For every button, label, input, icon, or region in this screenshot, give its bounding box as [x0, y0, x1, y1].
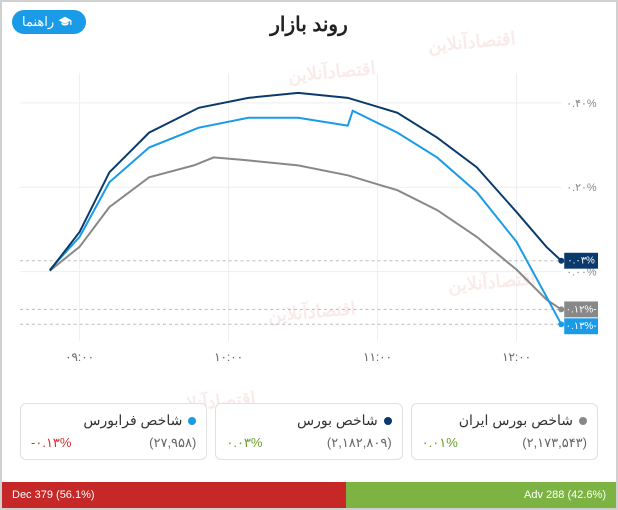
legend-label: شاخص بورس ایران: [459, 412, 573, 429]
x-tick-label: ۰۹:۰۰: [65, 350, 94, 364]
breadth-dec-label: Dec 379 (56.1%): [12, 489, 95, 501]
legend-pct: -۰.۱۳%: [31, 435, 71, 451]
end-dot: [558, 258, 564, 264]
legend-dot-icon: [188, 417, 196, 425]
end-marker-label: ۰.۱۲%-: [566, 304, 597, 315]
series-farabors: [50, 157, 561, 309]
legend-label: شاخص بورس: [297, 412, 378, 429]
legend-label: شاخص فرابورس: [83, 412, 182, 429]
end-marker-label: ۰.۰۳%: [567, 256, 595, 267]
x-tick-label: ۱۱:۰۰: [363, 350, 392, 364]
x-tick-label: ۱۲:۰۰: [502, 350, 531, 364]
breadth-dec: Dec 379 (56.1%): [2, 482, 346, 508]
chart-svg: ۰.۴۰% ۰.۲۰% ۰.۰۰% ۰۹:۰۰ ۱۰:۰۰ ۱۱:۰۰ ۱۲:۰…: [20, 52, 598, 392]
legend-value: (۲,۱۷۳,۵۴۳): [522, 435, 587, 451]
legend-pct: ۰.۰۱%: [422, 435, 458, 451]
help-label: راهنما: [22, 14, 54, 30]
legend: شاخص بورس ایران ۰.۰۱% (۲,۱۷۳,۵۴۳) شاخص ب…: [20, 403, 598, 460]
legend-value: (۲۷,۹۵۸): [149, 435, 196, 451]
legend-dot-icon: [384, 417, 392, 425]
breadth-bar: Dec 379 (56.1%) Adv 288 (42.6%): [2, 482, 616, 508]
legend-item-farabors[interactable]: شاخص فرابورس -۰.۱۳% (۲۷,۹۵۸): [20, 403, 207, 460]
end-dot: [558, 306, 564, 312]
graduation-cap-icon: [58, 15, 72, 29]
legend-pct: ۰.۰۳%: [226, 435, 262, 451]
legend-value: (۲,۱۸۲,۸۰۹): [327, 435, 392, 451]
y-tick-label: ۰.۲۰%: [566, 182, 597, 194]
end-dot: [558, 321, 564, 327]
help-button[interactable]: راهنما: [12, 10, 86, 34]
legend-item-bors-iran[interactable]: شاخص بورس ایران ۰.۰۱% (۲,۱۷۳,۵۴۳): [411, 403, 598, 460]
legend-item-bors[interactable]: شاخص بورس ۰.۰۳% (۲,۱۸۲,۸۰۹): [215, 403, 402, 460]
end-marker-label: ۰.۱۳%-: [566, 321, 597, 332]
breadth-adv: Adv 288 (42.6%): [346, 482, 616, 508]
page-title: روند بازار: [2, 2, 616, 47]
market-trend-chart: ۰.۴۰% ۰.۲۰% ۰.۰۰% ۰۹:۰۰ ۱۰:۰۰ ۱۱:۰۰ ۱۲:۰…: [20, 52, 598, 392]
x-tick-label: ۱۰:۰۰: [214, 350, 243, 364]
y-tick-label: ۰.۴۰%: [566, 98, 597, 110]
series-bors: [50, 111, 561, 325]
breadth-adv-label: Adv 288 (42.6%): [524, 489, 606, 501]
legend-dot-icon: [579, 417, 587, 425]
